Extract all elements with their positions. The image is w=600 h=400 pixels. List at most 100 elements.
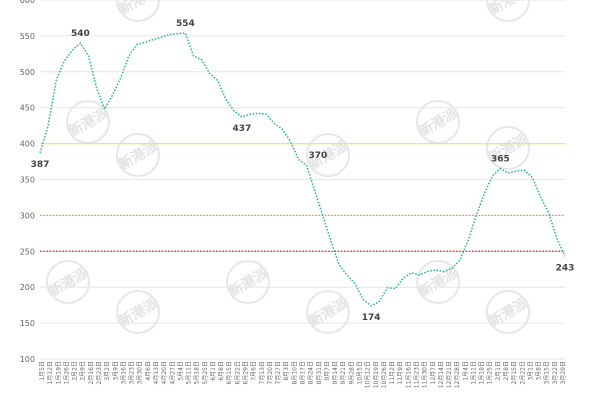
x-tick-label: 4月6日 [145, 361, 152, 381]
x-tick-label: 3月22日 [552, 361, 559, 384]
x-tick-label: 8月17日 [300, 361, 307, 384]
x-tick-label: 8月10日 [291, 361, 298, 384]
y-tick-label: 250 [20, 247, 35, 256]
watermark-badge: 新港派 [306, 290, 352, 334]
x-tick-label: 1月26日 [63, 361, 70, 384]
x-tick-label: 2月16日 [88, 361, 95, 384]
x-tick-label: 9月21日 [340, 361, 347, 384]
x-tick-label: 12月21日 [446, 361, 453, 388]
x-tick-label: 9月7日 [324, 361, 331, 381]
x-tick-label: 1月5日 [39, 361, 46, 381]
x-tick-label: 8月24日 [308, 361, 315, 384]
watermark-badge: 新港派 [486, 0, 532, 22]
y-tick-label: 450 [20, 104, 35, 113]
x-tick-label: 3月29日 [560, 361, 567, 384]
watermark-ring [306, 133, 350, 177]
x-tick-label: 3月8日 [536, 361, 543, 381]
x-tick-label: 2月1日 [495, 361, 502, 381]
series-line [39, 32, 566, 307]
data-label: 437 [233, 124, 252, 134]
x-tick-label: 1月12日 [47, 361, 54, 384]
watermark-ring [486, 290, 530, 334]
x-tick-label: 7月13日 [259, 361, 266, 384]
data-label: 174 [362, 313, 381, 323]
x-tick-label: 3月23日 [129, 361, 136, 384]
y-tick-label: 400 [20, 140, 35, 149]
grid-lines [40, 0, 565, 360]
watermark-text: 新港派 [116, 0, 162, 18]
series-layer [39, 32, 566, 307]
x-tick-label: 6月8日 [218, 361, 225, 381]
x-tick-label: 5月4日 [177, 361, 184, 381]
y-axis: 100 150 200 250 300 350 400 450 500 550 600 [20, 0, 35, 364]
x-tick-label: 2月22日 [519, 361, 526, 384]
x-tick-label: 1月4日 [462, 361, 469, 381]
watermark-badge: 新港派 [486, 290, 532, 334]
x-tick-label: 2月23日 [96, 361, 103, 384]
watermark-ring [486, 0, 530, 22]
x-tick-label: 9月14日 [332, 361, 339, 384]
x-tick-label: 10月12日 [365, 361, 372, 388]
watermark-badge: 新港派 [226, 260, 272, 304]
x-tick-label: 7月6日 [251, 361, 258, 381]
watermark-ring [416, 260, 460, 304]
x-tick-label: 5月11日 [186, 361, 193, 384]
watermark-badge: 新港派 [416, 260, 462, 304]
watermark-badge: 新港派 [116, 0, 162, 22]
watermark-badge: 新港派 [46, 260, 92, 304]
x-tick-label: 12月14日 [438, 361, 445, 388]
x-tick-label: 8月31日 [316, 361, 323, 384]
x-tick-label: 4月27日 [169, 361, 176, 384]
watermark-text: 新港派 [486, 0, 532, 18]
x-tick-label: 11月23日 [413, 361, 420, 388]
watermark-ring [46, 260, 90, 304]
x-tick-label: 4月20日 [161, 361, 168, 384]
x-tick-label: 12月7日 [430, 361, 437, 384]
y-tick-label: 150 [20, 319, 35, 328]
x-tick-label: 3月2日 [104, 361, 111, 381]
y-tick-label: 550 [20, 32, 35, 41]
x-tick-label: 2月9日 [80, 361, 87, 381]
data-labels: 387 540 554 437 370 174 365 243 [31, 19, 575, 323]
x-tick-label: 3月30日 [137, 361, 144, 384]
x-tick-label: 6月22日 [234, 361, 241, 384]
x-tick-label: 4月13日 [153, 361, 160, 384]
x-axis: 1月5日 1月12日 1月19日 1月26日 2月2日 2月9日 2月16日 2月23日 3月2… [39, 361, 567, 388]
data-label: 365 [491, 155, 510, 165]
y-tick-label: 300 [20, 211, 35, 220]
x-tick-label: 7月27日 [275, 361, 282, 384]
x-tick-label: 3月16日 [120, 361, 127, 384]
watermark-ring [306, 290, 350, 334]
watermark-ring [116, 0, 160, 22]
watermark-ring [116, 290, 160, 334]
x-tick-label: 1月11日 [470, 361, 477, 384]
x-tick-label: 6月29日 [243, 361, 250, 384]
watermark-ring [486, 126, 530, 170]
y-tick-label: 500 [20, 68, 35, 77]
watermark-badge: 新港派 [116, 133, 162, 177]
reference-lines [40, 142, 565, 252]
y-tick-label: 200 [20, 283, 35, 292]
x-tick-label: 11月16日 [405, 361, 412, 388]
data-label: 554 [176, 19, 195, 29]
x-tick-label: 1月19日 [55, 361, 62, 384]
x-tick-label: 11月9日 [397, 361, 404, 384]
x-tick-label: 10月5日 [356, 361, 363, 384]
x-tick-label: 5月25日 [202, 361, 209, 384]
x-tick-label: 7月20日 [267, 361, 274, 384]
x-tick-label: 2月15日 [511, 361, 518, 384]
x-tick-label: 10月26日 [381, 361, 388, 388]
x-tick-label: 2月8日 [503, 361, 510, 381]
data-label: 243 [556, 263, 575, 273]
x-tick-label: 5月18日 [194, 361, 201, 384]
x-tick-label: 1月18日 [479, 361, 486, 384]
x-tick-label: 1月25日 [487, 361, 494, 384]
y-tick-label: 100 [20, 355, 35, 364]
x-tick-label: 3月15日 [544, 361, 551, 384]
watermark-badge: 新港派 [116, 290, 162, 334]
x-tick-label: 6月1日 [210, 361, 217, 381]
x-tick-label: 3月9日 [112, 361, 119, 381]
x-tick-label: 8月3日 [283, 361, 290, 381]
x-tick-label: 10月19日 [373, 361, 380, 388]
